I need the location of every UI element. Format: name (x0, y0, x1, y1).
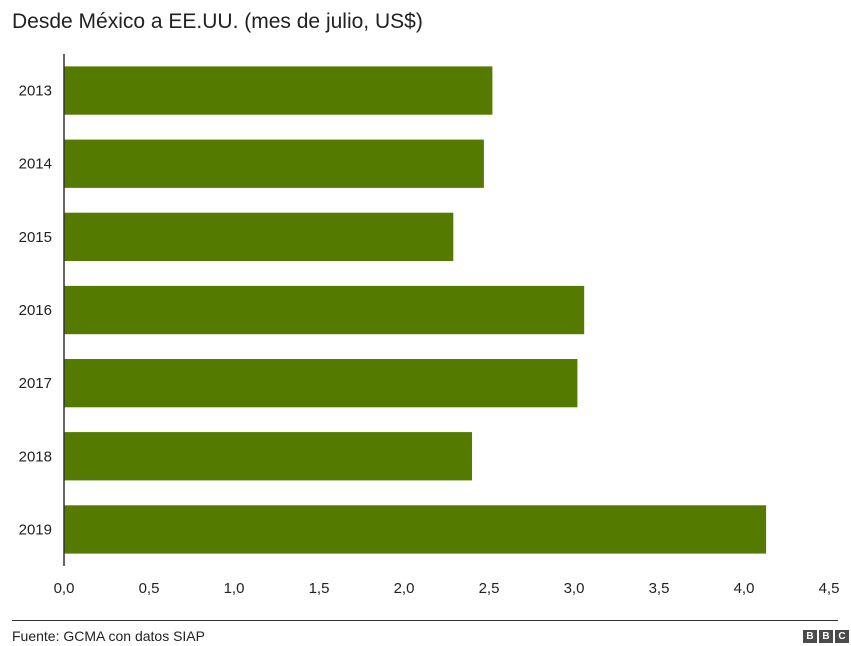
y-tick-label: 2016 (19, 302, 52, 319)
source-note: Fuente: GCMA con datos SIAP (12, 628, 205, 644)
bar-2019 (64, 505, 767, 554)
x-tick-label: 0,0 (54, 580, 75, 597)
x-tick-label: 0,5 (139, 580, 160, 597)
bar-chart: 2013 2014 2015 2016 2017 2018 2019 0,0 0,5 1,0 1,5… (19, 54, 840, 597)
logo-letter: C (835, 630, 849, 643)
bar-2015 (64, 212, 454, 261)
bar-2018 (64, 432, 472, 481)
y-tick-label: 2015 (19, 229, 52, 246)
bar-2013 (64, 66, 493, 115)
y-tick-label: 2017 (19, 375, 52, 392)
bbc-logo: B B C (803, 630, 849, 643)
x-tick-label: 4,5 (819, 580, 840, 597)
bar-2017 (64, 359, 578, 408)
x-tick-label: 2,0 (394, 580, 415, 597)
bar-2016 (64, 285, 585, 335)
y-tick-label: 2014 (19, 156, 52, 173)
x-tick-label: 1,5 (309, 580, 330, 597)
x-tick-label: 2,5 (479, 580, 500, 597)
x-tick-label: 1,0 (224, 580, 245, 597)
logo-letter: B (819, 630, 833, 643)
chart-title: Desde México a EE.UU. (mes de julio, US$… (12, 10, 423, 33)
bar-2014 (64, 139, 484, 188)
y-tick-label: 2019 (19, 521, 52, 538)
y-tick-label: 2013 (19, 83, 52, 100)
x-tick-label: 3,5 (649, 580, 670, 597)
x-tick-label: 4,0 (734, 580, 755, 597)
y-tick-label: 2018 (19, 448, 52, 465)
logo-letter: B (803, 630, 817, 643)
footer-divider (12, 620, 838, 621)
x-tick-label: 3,0 (564, 580, 585, 597)
